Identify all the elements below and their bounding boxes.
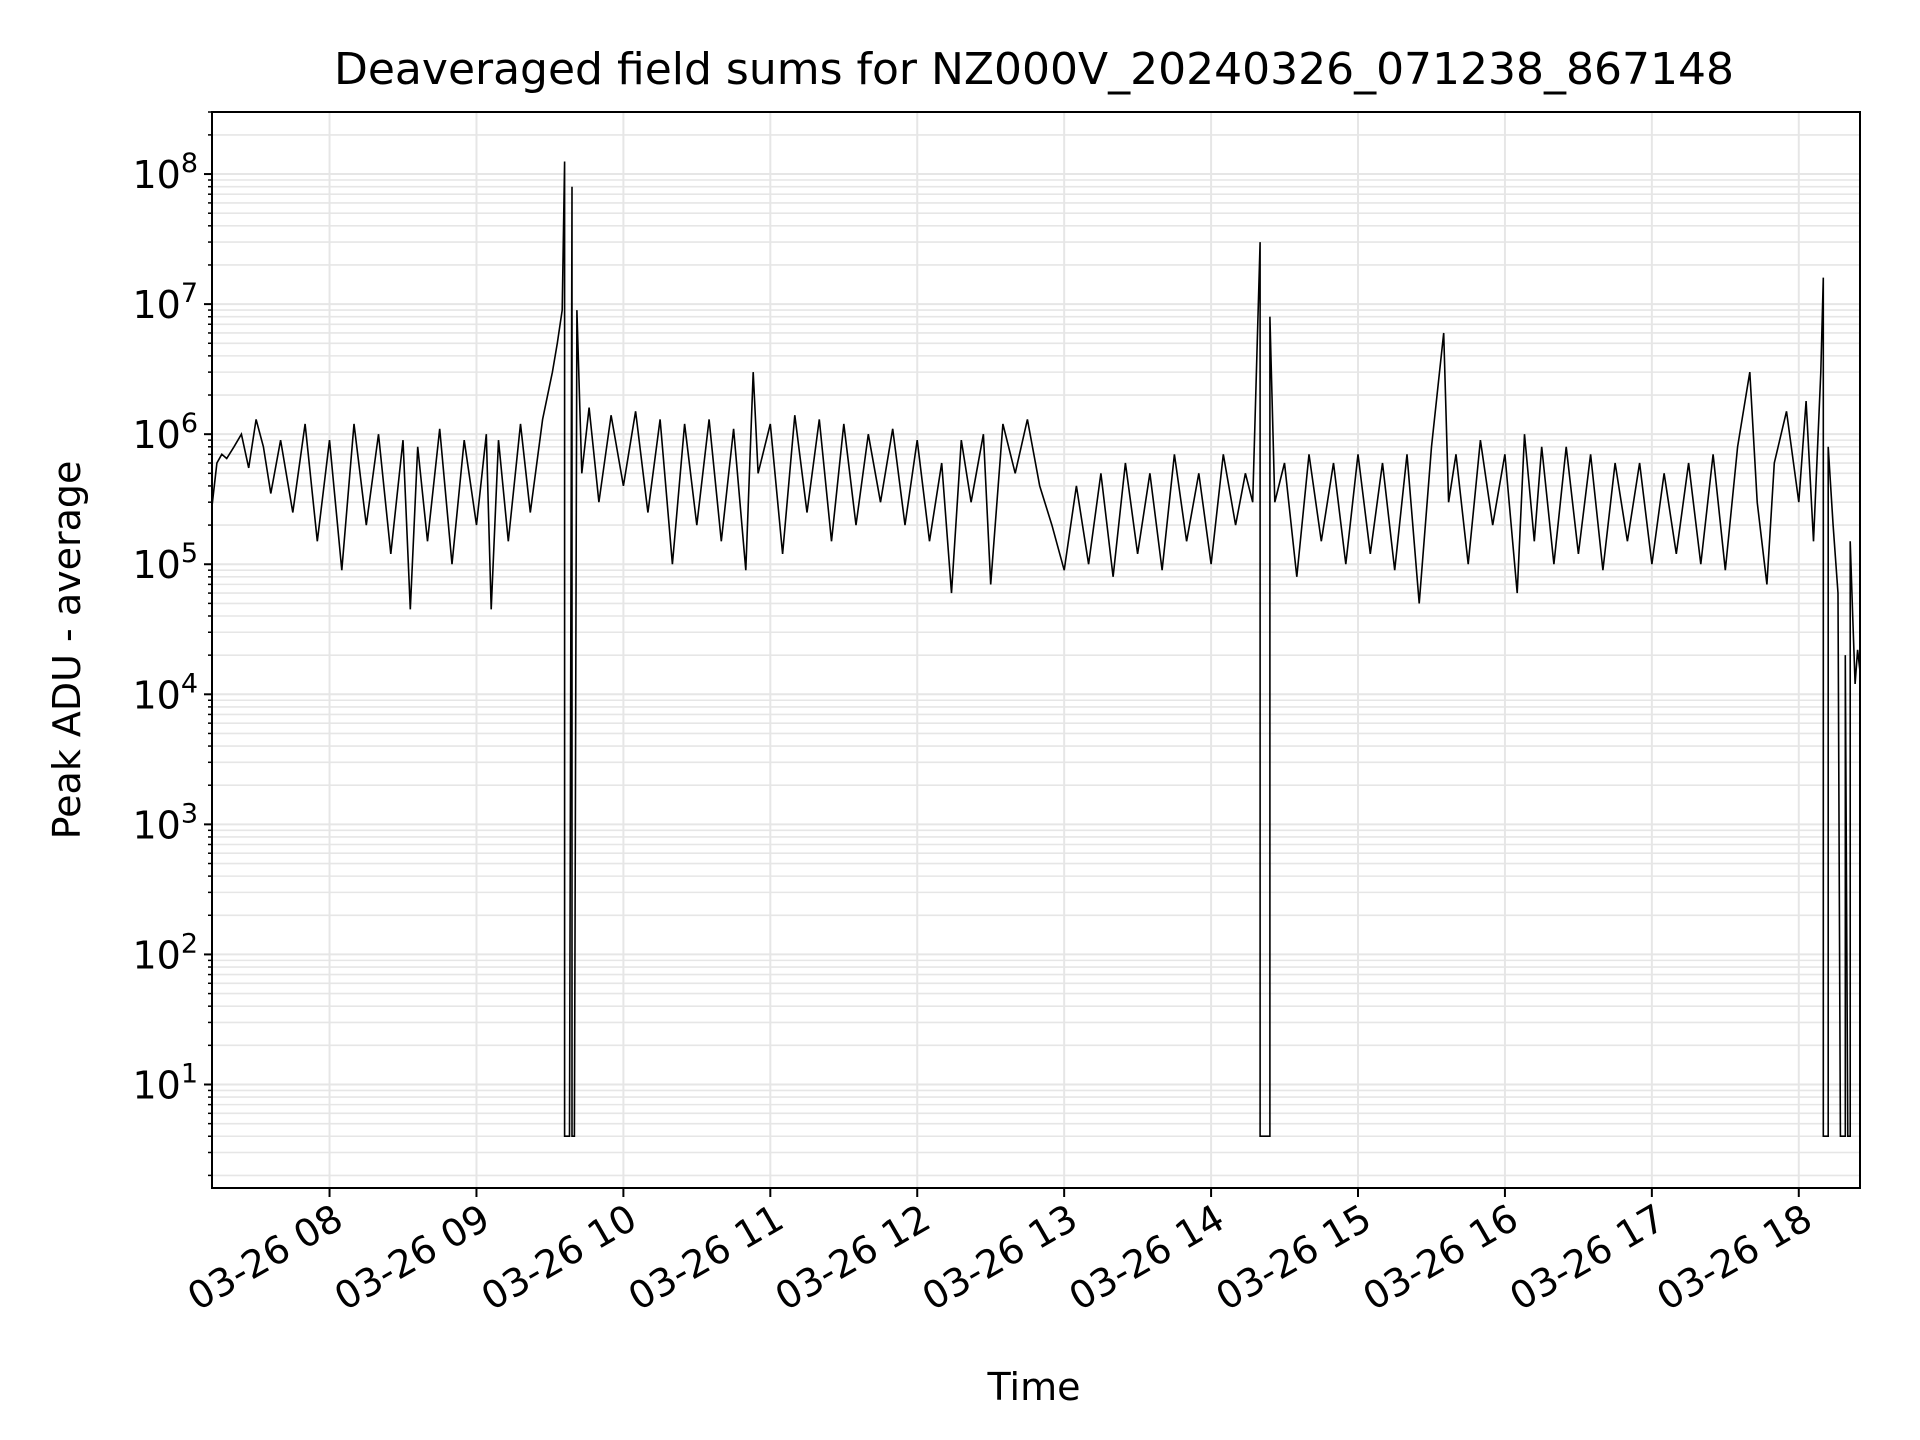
y-tick-label: 103 <box>132 798 198 847</box>
y-axis-label: Peak ADU - average <box>45 461 89 840</box>
y-tick-label-exponent: 1 <box>181 1058 198 1089</box>
x-axis-label: Time <box>987 1365 1081 1409</box>
plot-frame <box>211 111 1861 1189</box>
y-tick-label: 106 <box>132 408 198 457</box>
y-tick-label-base: 10 <box>132 543 180 587</box>
series-line <box>211 161 1861 1137</box>
y-tick-label-base: 10 <box>132 803 180 847</box>
y-tick-label: 101 <box>132 1058 198 1107</box>
y-tick-label-exponent: 7 <box>181 278 198 309</box>
y-tick-label: 107 <box>132 278 198 327</box>
series-group <box>211 161 1861 1137</box>
y-tick-label-exponent: 6 <box>181 408 198 439</box>
y-tick-label-exponent: 8 <box>181 148 198 179</box>
y-tick-label-base: 10 <box>132 933 180 977</box>
y-tick-label: 104 <box>132 668 198 717</box>
y-tick-label-base: 10 <box>132 283 180 327</box>
y-tick-label-base: 10 <box>132 153 180 197</box>
chart-title: Deaveraged field sums for NZ000V_2024032… <box>334 44 1734 95</box>
grid <box>212 111 1860 1188</box>
y-tick-label-exponent: 2 <box>181 928 198 959</box>
y-tick-label-base: 10 <box>132 413 180 457</box>
y-tick-label: 108 <box>132 148 198 197</box>
y-tick-label-base: 10 <box>132 1063 180 1107</box>
y-tick-label-exponent: 3 <box>181 798 198 829</box>
y-tick-label: 102 <box>132 928 198 977</box>
y-tick-label-exponent: 5 <box>181 538 198 569</box>
y-tick-label-exponent: 4 <box>181 668 198 699</box>
y-tick-label: 105 <box>132 538 198 587</box>
y-tick-label-base: 10 <box>132 673 180 717</box>
ticks-group <box>204 111 1800 1197</box>
